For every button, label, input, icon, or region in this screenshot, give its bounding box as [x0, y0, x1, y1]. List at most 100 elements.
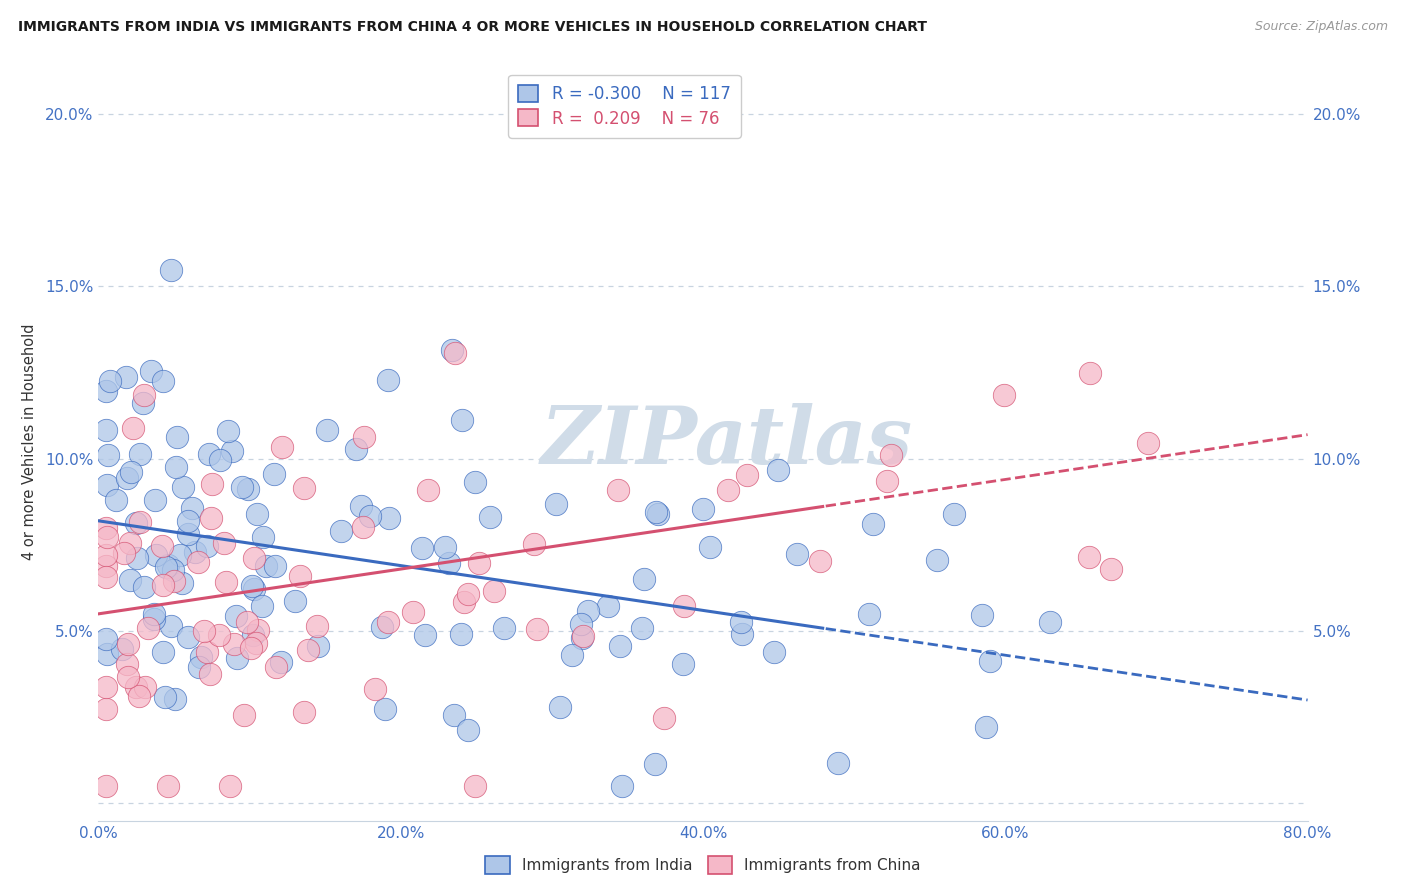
Point [221, 444, 243, 458]
Point [145, 548, 167, 562]
Point [786, 547, 808, 561]
Point [943, 507, 966, 521]
Point [240, 579, 263, 593]
Point [142, 612, 165, 626]
Point [96, 530, 118, 544]
Point [198, 667, 221, 681]
Point [129, 515, 152, 529]
Point [974, 720, 997, 734]
Point [315, 423, 337, 437]
Point [307, 639, 329, 653]
Point [647, 508, 669, 522]
Point [104, 493, 127, 508]
Point [177, 526, 200, 541]
Point [94, 680, 117, 694]
Point [195, 539, 218, 553]
Point [468, 557, 491, 571]
Point [644, 757, 666, 772]
Point [457, 723, 479, 737]
Point [243, 551, 266, 566]
Point [152, 374, 174, 388]
Point [370, 620, 392, 634]
Point [766, 463, 789, 477]
Point [264, 660, 287, 674]
Point [152, 578, 174, 592]
Point [672, 599, 695, 614]
Point [652, 711, 675, 725]
Point [612, 779, 634, 793]
Point [121, 421, 143, 435]
Point [633, 572, 655, 586]
Point [292, 481, 315, 495]
Point [1078, 549, 1101, 564]
Point [187, 660, 209, 674]
Point [169, 549, 191, 563]
Point [350, 499, 373, 513]
Point [112, 546, 135, 560]
Point [569, 616, 592, 631]
Point [482, 584, 505, 599]
Point [631, 621, 654, 635]
Point [128, 689, 150, 703]
Point [876, 474, 898, 488]
Point [212, 536, 235, 550]
Point [377, 373, 399, 387]
Point [523, 536, 546, 550]
Point [156, 779, 179, 793]
Point [699, 540, 721, 554]
Point [181, 501, 204, 516]
Point [330, 524, 353, 538]
Point [263, 467, 285, 481]
Text: IMMIGRANTS FROM INDIA VS IMMIGRANTS FROM CHINA 4 OR MORE VEHICLES IN HOUSEHOLD C: IMMIGRANTS FROM INDIA VS IMMIGRANTS FROM… [18, 20, 928, 34]
Point [98, 374, 121, 388]
Point [271, 440, 294, 454]
Point [165, 460, 187, 475]
Point [254, 559, 277, 574]
Point [363, 681, 385, 696]
Point [132, 388, 155, 402]
Point [717, 483, 740, 498]
Point [246, 623, 269, 637]
Point [252, 530, 274, 544]
Point [548, 699, 571, 714]
Point [544, 497, 567, 511]
Point [288, 568, 311, 582]
Point [215, 574, 238, 589]
Point [94, 548, 117, 562]
Point [117, 471, 139, 485]
Point [162, 563, 184, 577]
Point [198, 447, 221, 461]
Point [172, 576, 194, 591]
Point [571, 631, 593, 645]
Point [118, 536, 141, 550]
Point [377, 615, 399, 629]
Point [672, 657, 695, 671]
Point [231, 479, 253, 493]
Point [94, 779, 117, 793]
Point [453, 595, 475, 609]
Point [250, 599, 273, 613]
Point [117, 670, 139, 684]
Point [571, 629, 593, 643]
Point [292, 706, 315, 720]
Point [1078, 366, 1101, 380]
Point [450, 626, 472, 640]
Point [242, 628, 264, 642]
Point [827, 756, 849, 770]
Point [132, 396, 155, 410]
Point [607, 483, 630, 498]
Point [1099, 562, 1122, 576]
Point [96, 478, 118, 492]
Point [692, 502, 714, 516]
Point [120, 573, 142, 587]
Point [979, 654, 1001, 668]
Point [209, 452, 232, 467]
Point [644, 504, 666, 518]
Text: ZIPatlas: ZIPatlas [541, 403, 914, 480]
Point [352, 519, 374, 533]
Point [526, 622, 548, 636]
Point [561, 648, 583, 663]
Point [236, 615, 259, 629]
Point [115, 370, 138, 384]
Point [111, 642, 134, 657]
